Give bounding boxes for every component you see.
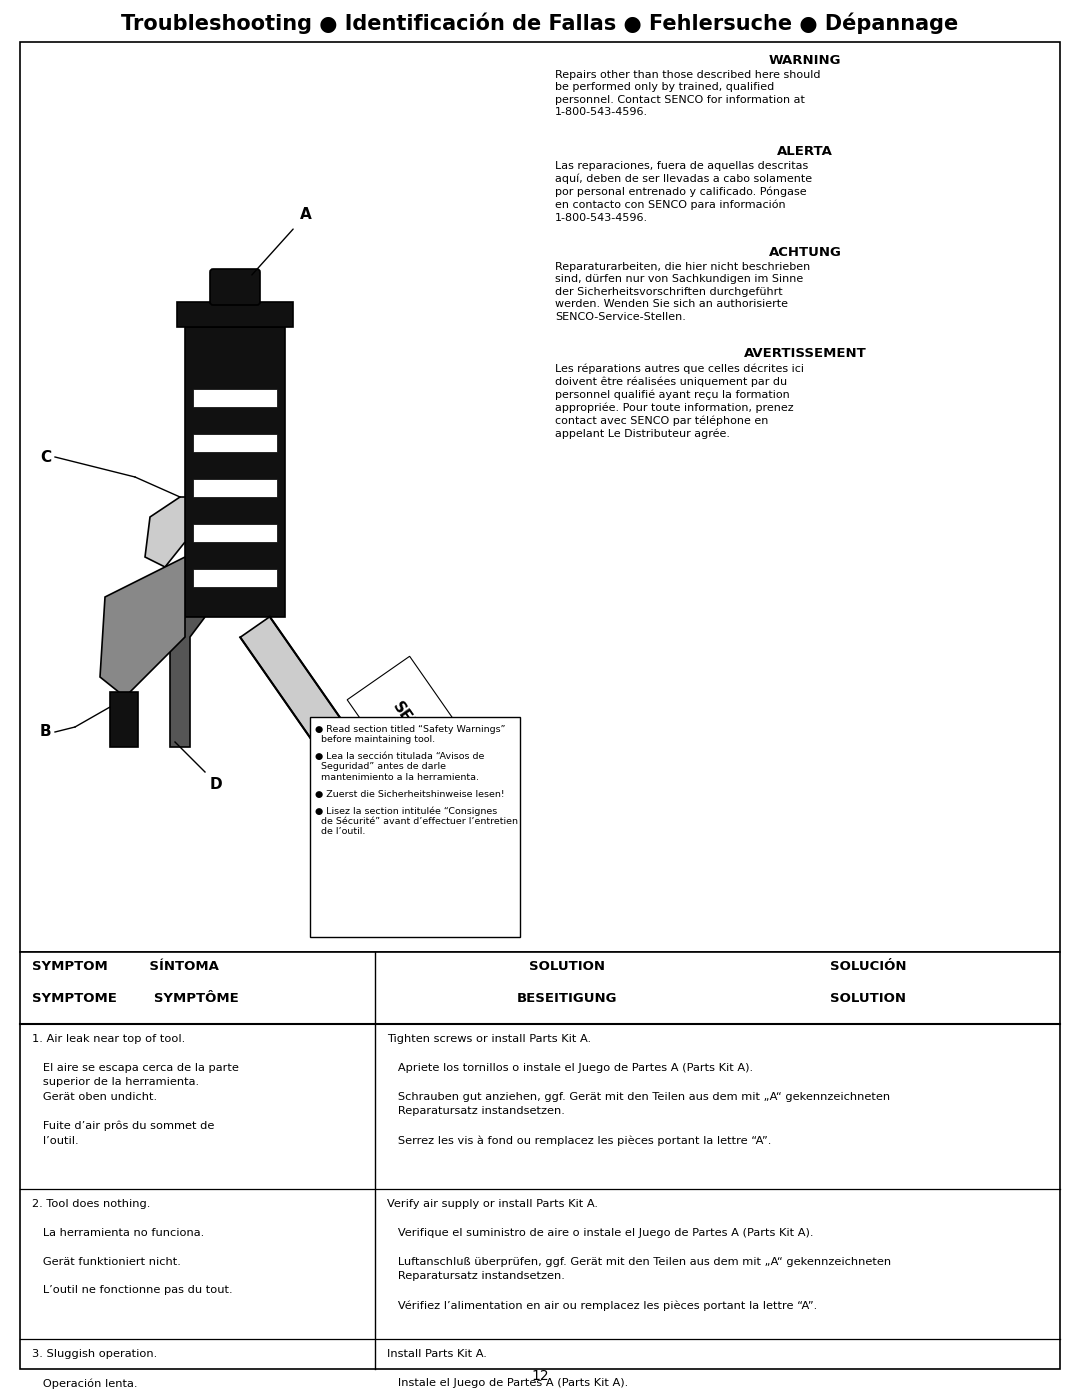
Text: SOLUCIÓN: SOLUCIÓN — [829, 960, 906, 972]
Bar — [177, 302, 293, 327]
Text: BESEITIGUNG: BESEITIGUNG — [516, 992, 617, 1004]
Polygon shape — [100, 557, 185, 697]
Text: ACHTUNG: ACHTUNG — [769, 246, 841, 258]
Bar — [21, 951, 1059, 1369]
Text: D: D — [210, 777, 222, 792]
Polygon shape — [145, 497, 185, 567]
Text: ● Lisez la section intitulée “Consignes
  de Sécurité” avant d’effectuer l’entre: ● Lisez la section intitulée “Consignes … — [315, 806, 518, 837]
Text: ALERTA: ALERTA — [778, 145, 833, 158]
Text: AVERTISSEMENT: AVERTISSEMENT — [744, 346, 866, 360]
Text: SENCO: SENCO — [390, 698, 435, 756]
Text: Troubleshooting ● Identificación de Fallas ● Fehlersuche ● Dépannage: Troubleshooting ● Identificación de Fall… — [121, 13, 959, 34]
Text: SYMPTOM         SÍNTOMA: SYMPTOM SÍNTOMA — [32, 960, 219, 972]
Text: Las reparaciones, fuera de aquellas descritas
aquí, deben de ser llevadas a cabo: Las reparaciones, fuera de aquellas desc… — [555, 161, 812, 222]
Text: 3. Sluggish operation.

   Operación lenta.

   Träge Funktion.

   Fonctionneme: 3. Sluggish operation. Operación lenta. … — [32, 1350, 165, 1397]
Text: ● Lea la sección titulada “Avisos de
  Seguridad” antes de darle
  mantenimiento: ● Lea la sección titulada “Avisos de Seg… — [315, 752, 484, 782]
Bar — [193, 479, 276, 497]
Text: Verify air supply or install Parts Kit A.

   Verifique el suministro de aire o : Verify air supply or install Parts Kit A… — [387, 1199, 891, 1310]
Bar — [21, 42, 1059, 951]
Text: SOLUTION: SOLUTION — [831, 992, 906, 1004]
Bar — [193, 434, 276, 453]
Polygon shape — [240, 616, 464, 918]
Text: B: B — [40, 725, 52, 739]
Text: Tighten screws or install Parts Kit A.

   Apriete los tornillos o instale el Ju: Tighten screws or install Parts Kit A. A… — [387, 1034, 890, 1146]
Text: Install Parts Kit A.

   Instale el Juego de Partes A (Parts Kit A).

   Reparie: Install Parts Kit A. Instale el Juego de… — [387, 1350, 836, 1397]
Text: Reparaturarbeiten, die hier nicht beschrieben
sind, dürfen nur von Sachkundigen : Reparaturarbeiten, die hier nicht beschr… — [555, 263, 810, 321]
Bar — [193, 524, 276, 542]
Text: SYMPTOME        SYMPTÔME: SYMPTOME SYMPTÔME — [32, 992, 239, 1004]
Text: C: C — [40, 450, 51, 464]
Text: SOLUTION: SOLUTION — [529, 960, 605, 972]
Text: WARNING: WARNING — [769, 54, 841, 67]
Text: 1. Air leak near top of tool.

   El aire se escapa cerca de la parte
   superio: 1. Air leak near top of tool. El aire se… — [32, 1034, 239, 1146]
Text: ● Read section titled “Safety Warnings”
  before maintaining tool.: ● Read section titled “Safety Warnings” … — [315, 725, 505, 745]
Bar — [310, 717, 519, 937]
Text: ● Zuerst die Sicherheitshinweise lesen!: ● Zuerst die Sicherheitshinweise lesen! — [315, 789, 504, 799]
Bar — [110, 692, 138, 747]
Bar — [193, 569, 276, 587]
FancyBboxPatch shape — [210, 270, 260, 305]
Text: Repairs other than those described here should
be performed only by trained, qua: Repairs other than those described here … — [555, 70, 821, 117]
Text: A: A — [300, 207, 312, 222]
Text: Les réparations autres que celles décrites ici
doivent être réalisées uniquement: Les réparations autres que celles décrit… — [555, 363, 804, 439]
Bar — [185, 327, 285, 617]
Text: 2. Tool does nothing.

   La herramienta no funciona.

   Gerät funktioniert nic: 2. Tool does nothing. La herramienta no … — [32, 1199, 232, 1295]
Text: 12: 12 — [531, 1369, 549, 1383]
Bar — [193, 388, 276, 407]
Polygon shape — [170, 617, 205, 747]
